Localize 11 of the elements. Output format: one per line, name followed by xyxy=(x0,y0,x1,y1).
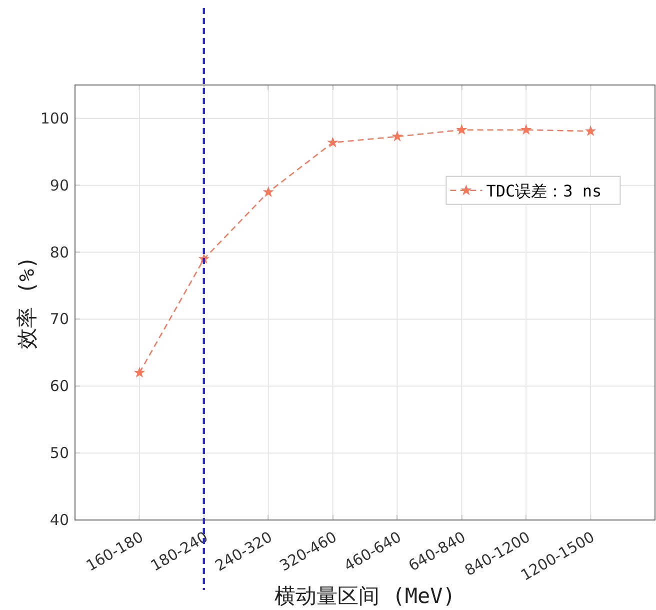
ylabel: 效率 (%) xyxy=(15,256,39,349)
y-tick-label: 60 xyxy=(50,377,69,396)
y-tick-label: 90 xyxy=(50,176,69,194)
xlabel: 横动量区间 (MeV) xyxy=(274,584,456,608)
y-tick-label: 40 xyxy=(50,511,69,529)
y-tick-label: 50 xyxy=(50,444,69,462)
legend: TDC误差：3 ns xyxy=(446,176,621,205)
y-tick-label: 80 xyxy=(50,243,69,262)
legend-label: TDC误差：3 ns xyxy=(486,181,602,200)
y-tick-label: 100 xyxy=(40,109,69,128)
y-tick-label: 70 xyxy=(50,310,69,328)
